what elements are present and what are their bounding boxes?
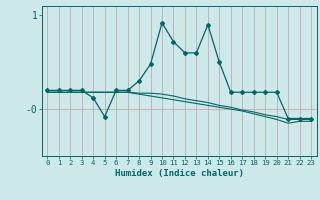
X-axis label: Humidex (Indice chaleur): Humidex (Indice chaleur)	[115, 169, 244, 178]
